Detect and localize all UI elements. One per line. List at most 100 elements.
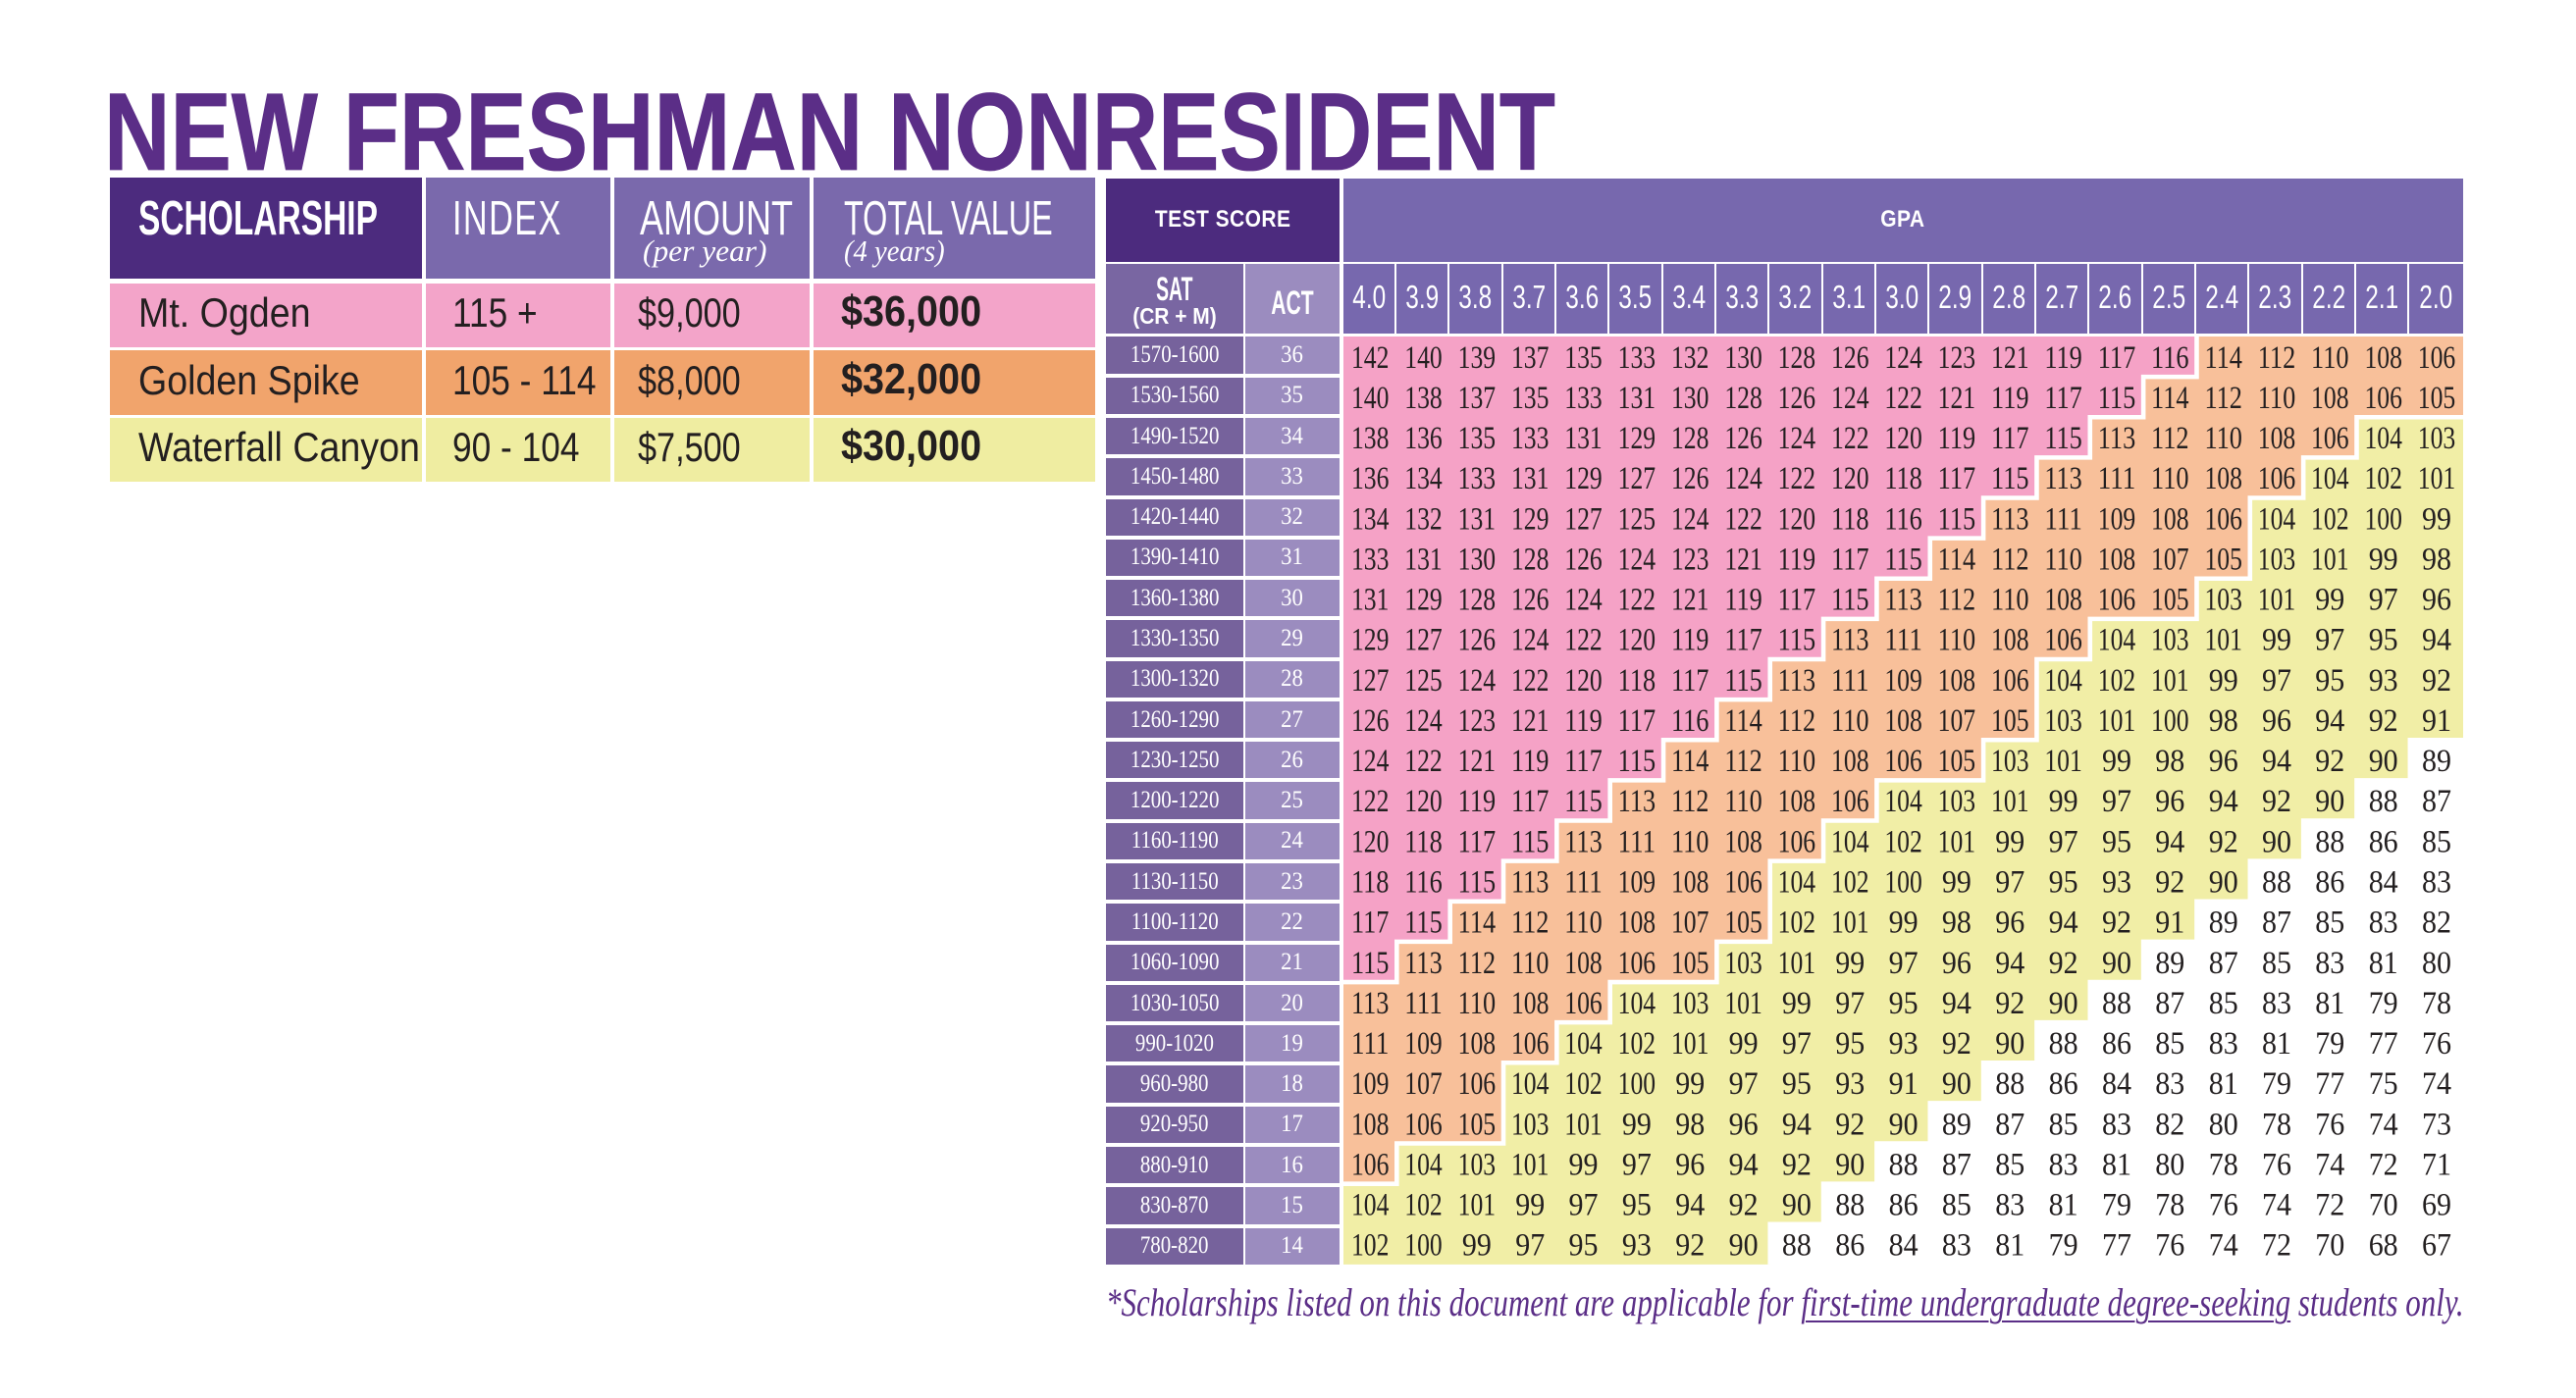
svg-text:117: 117 [1617, 703, 1655, 739]
svg-text:79: 79 [2368, 986, 2397, 1021]
svg-text:97: 97 [1835, 986, 1865, 1021]
svg-text:110: 110 [2257, 381, 2294, 416]
svg-text:124: 124 [1777, 421, 1814, 456]
svg-text:110: 110 [1564, 906, 1602, 941]
svg-text:117: 117 [1777, 583, 1814, 618]
svg-text:108: 108 [2204, 462, 2241, 497]
svg-text:101: 101 [1777, 946, 1814, 981]
svg-text:115: 115 [1511, 825, 1549, 860]
svg-text:102: 102 [1831, 865, 1868, 901]
svg-text:142: 142 [1351, 340, 1389, 376]
svg-text:124: 124 [1511, 623, 1549, 658]
svg-text:129: 129 [1351, 623, 1389, 658]
svg-text:124: 124 [1831, 381, 1868, 416]
svg-text:90: 90 [2102, 946, 2131, 981]
svg-text:135: 135 [1511, 381, 1549, 416]
svg-text:101: 101 [2151, 663, 2188, 699]
svg-text:98: 98 [1675, 1108, 1705, 1143]
svg-text:126: 126 [1351, 703, 1389, 739]
svg-text:99: 99 [2102, 744, 2131, 779]
svg-text:87: 87 [1941, 1148, 1971, 1183]
svg-text:81: 81 [2368, 946, 2397, 981]
svg-text:113: 113 [1831, 623, 1868, 658]
svg-text:117: 117 [1937, 462, 1974, 497]
svg-text:117: 117 [1991, 421, 2028, 456]
svg-text:108: 108 [2364, 340, 2401, 376]
svg-text:111: 111 [2097, 462, 2134, 497]
svg-text:102: 102 [1404, 1188, 1442, 1223]
svg-text:109: 109 [1404, 1026, 1442, 1061]
svg-text:96: 96 [2422, 583, 2451, 618]
svg-text:105: 105 [1724, 906, 1761, 941]
svg-text:94: 94 [1728, 1148, 1758, 1183]
svg-text:72: 72 [2368, 1148, 2397, 1183]
svg-text:86: 86 [2048, 1066, 2077, 1102]
svg-text:140: 140 [1404, 340, 1442, 376]
svg-text:95: 95 [2048, 865, 2077, 901]
svg-text:86: 86 [2102, 1026, 2131, 1061]
svg-text:87: 87 [1995, 1108, 2024, 1143]
svg-text:88: 88 [1781, 1228, 1811, 1264]
svg-text:126: 126 [1457, 623, 1495, 658]
svg-text:118: 118 [1404, 825, 1442, 860]
svg-text:103: 103 [2151, 623, 2188, 658]
svg-text:106: 106 [1617, 946, 1655, 981]
svg-text:106: 106 [1351, 1148, 1389, 1183]
svg-text:92: 92 [2048, 946, 2077, 981]
svg-text:119: 119 [1564, 703, 1602, 739]
svg-text:124: 124 [1457, 663, 1495, 699]
svg-text:83: 83 [2368, 906, 2397, 941]
svg-text:95: 95 [2102, 825, 2131, 860]
svg-text:99: 99 [2368, 543, 2397, 578]
svg-text:83: 83 [2155, 1066, 2184, 1102]
svg-text:126: 126 [1831, 340, 1868, 376]
svg-text:115: 115 [1617, 744, 1655, 779]
svg-text:74: 74 [2315, 1148, 2344, 1183]
svg-text:81: 81 [2208, 1066, 2237, 1102]
svg-text:92: 92 [2262, 785, 2291, 820]
svg-text:94: 94 [1781, 1108, 1811, 1143]
svg-text:116: 116 [1671, 703, 1709, 739]
svg-text:140: 140 [1351, 381, 1389, 416]
svg-text:82: 82 [2155, 1108, 2184, 1143]
svg-text:108: 108 [2097, 543, 2134, 578]
svg-text:106: 106 [2311, 421, 2348, 456]
svg-text:115: 115 [1351, 946, 1389, 981]
svg-text:117: 117 [1831, 543, 1868, 578]
svg-text:97: 97 [2048, 825, 2077, 860]
svg-text:127: 127 [1617, 462, 1655, 497]
svg-text:94: 94 [2208, 785, 2237, 820]
svg-text:99: 99 [1515, 1188, 1545, 1223]
svg-text:115: 115 [1937, 502, 1974, 538]
svg-text:131: 131 [1457, 502, 1495, 538]
svg-text:123: 123 [1457, 703, 1495, 739]
svg-text:131: 131 [1511, 462, 1549, 497]
svg-text:80: 80 [2422, 946, 2451, 981]
svg-text:117: 117 [2044, 381, 2081, 416]
svg-text:127: 127 [1351, 663, 1389, 699]
svg-text:117: 117 [1724, 623, 1761, 658]
svg-text:83: 83 [2422, 865, 2451, 901]
svg-text:89: 89 [2155, 946, 2184, 981]
svg-text:118: 118 [1617, 663, 1655, 699]
svg-text:92: 92 [2208, 825, 2237, 860]
svg-text:108: 108 [1937, 663, 1974, 699]
svg-text:133: 133 [1511, 421, 1549, 456]
svg-text:78: 78 [2208, 1148, 2237, 1183]
svg-text:130: 130 [1457, 543, 1495, 578]
svg-text:131: 131 [1617, 381, 1655, 416]
svg-text:121: 121 [1724, 543, 1761, 578]
svg-text:106: 106 [2044, 623, 2081, 658]
svg-text:116: 116 [1884, 502, 1921, 538]
svg-text:108: 108 [2151, 502, 2188, 538]
svg-text:110: 110 [1724, 785, 1761, 820]
svg-text:77: 77 [2315, 1066, 2344, 1102]
svg-text:114: 114 [1724, 703, 1761, 739]
svg-text:106: 106 [1511, 1026, 1549, 1061]
svg-text:85: 85 [2422, 825, 2451, 860]
svg-text:108: 108 [1777, 785, 1814, 820]
svg-text:124: 124 [1671, 502, 1709, 538]
svg-text:93: 93 [1835, 1066, 1865, 1102]
svg-text:105: 105 [1671, 946, 1709, 981]
svg-text:106: 106 [2257, 462, 2294, 497]
